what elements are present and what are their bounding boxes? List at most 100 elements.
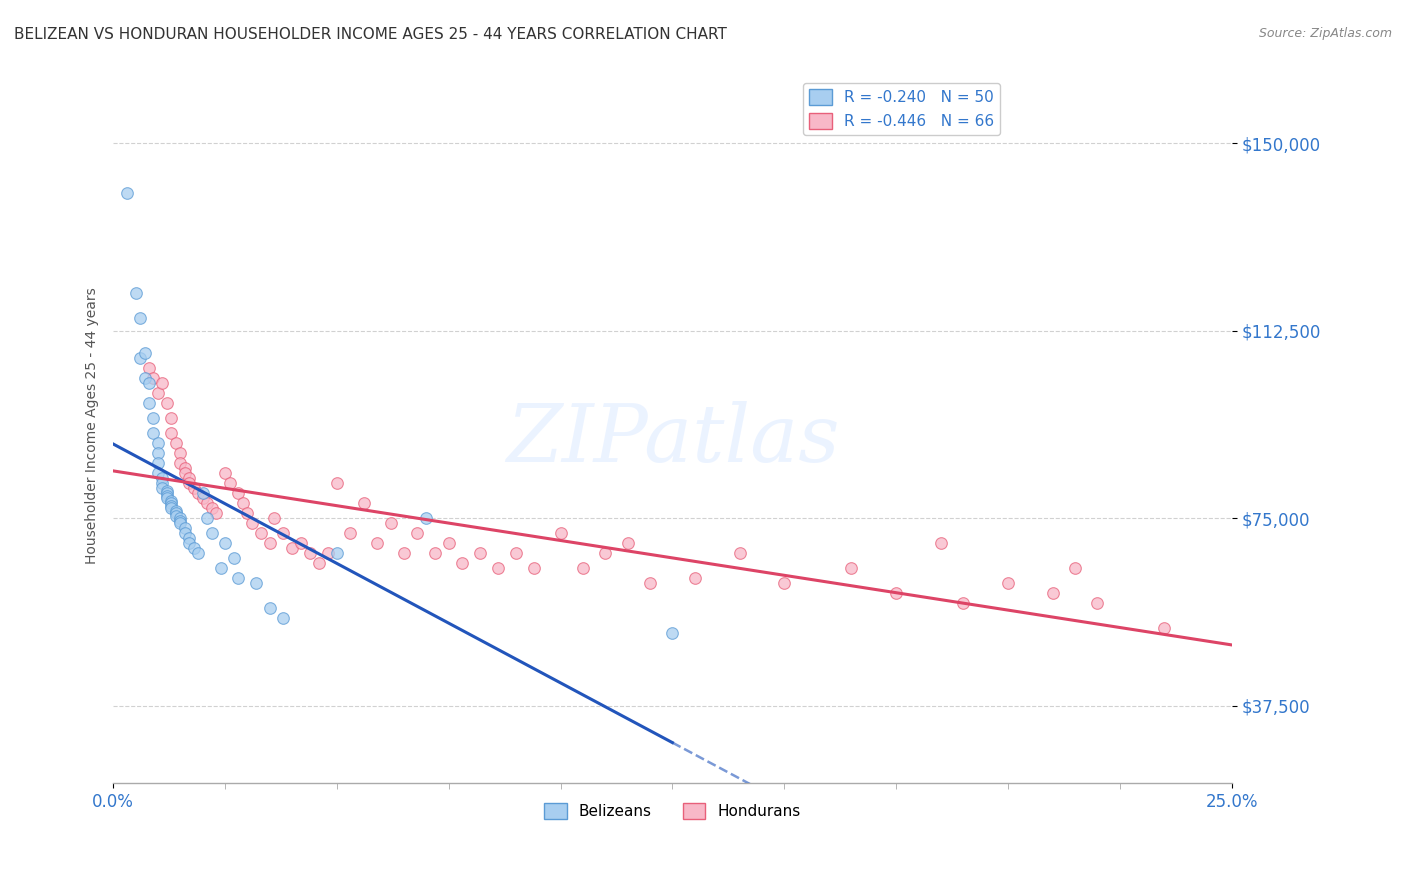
Point — [146, 467, 169, 481]
Point — [523, 561, 546, 575]
Point — [214, 467, 236, 481]
Point — [661, 626, 683, 640]
Point — [160, 496, 183, 510]
Point — [142, 426, 165, 441]
Point — [201, 526, 224, 541]
Point — [228, 486, 250, 500]
Point — [271, 611, 294, 625]
Point — [240, 516, 263, 531]
Point — [214, 536, 236, 550]
Point — [222, 551, 245, 566]
Point — [169, 456, 191, 470]
Point — [138, 376, 160, 391]
Point — [165, 504, 187, 518]
Point — [179, 536, 201, 550]
Point — [1042, 586, 1064, 600]
Point — [156, 396, 179, 410]
Text: ZIPatlas: ZIPatlas — [506, 401, 839, 479]
Point — [129, 311, 152, 326]
Point — [952, 596, 974, 610]
Point — [160, 426, 183, 441]
Text: BELIZEAN VS HONDURAN HOUSEHOLDER INCOME AGES 25 - 44 YEARS CORRELATION CHART: BELIZEAN VS HONDURAN HOUSEHOLDER INCOME … — [14, 27, 727, 42]
Point — [173, 521, 195, 535]
Point — [152, 476, 174, 491]
Point — [152, 376, 174, 391]
Point — [339, 526, 361, 541]
Point — [415, 511, 437, 525]
Point — [259, 536, 281, 550]
Point — [1153, 621, 1175, 635]
Point — [228, 571, 250, 585]
Point — [169, 511, 191, 525]
Point — [169, 516, 191, 531]
Point — [146, 436, 169, 450]
Point — [290, 536, 312, 550]
Point — [209, 561, 232, 575]
Y-axis label: Householder Income Ages 25 - 44 years: Householder Income Ages 25 - 44 years — [86, 287, 100, 564]
Point — [299, 546, 322, 560]
Point — [187, 486, 209, 500]
Point — [380, 516, 402, 531]
Point — [572, 561, 595, 575]
Point — [179, 476, 201, 491]
Point — [129, 351, 152, 366]
Point — [1087, 596, 1109, 610]
Point — [124, 286, 146, 301]
Point — [259, 601, 281, 615]
Point — [165, 508, 187, 523]
Point — [468, 546, 491, 560]
Point — [156, 486, 179, 500]
Point — [316, 546, 339, 560]
Point — [152, 481, 174, 495]
Point — [115, 186, 138, 201]
Point — [425, 546, 447, 560]
Point — [353, 496, 375, 510]
Point — [195, 511, 218, 525]
Point — [146, 456, 169, 470]
Point — [179, 531, 201, 545]
Point — [392, 546, 415, 560]
Point — [160, 501, 183, 516]
Point — [486, 561, 509, 575]
Point — [205, 506, 228, 520]
Point — [187, 546, 209, 560]
Point — [550, 526, 572, 541]
Point — [156, 491, 179, 506]
Point — [179, 471, 201, 485]
Point — [1064, 561, 1087, 575]
Point — [183, 541, 205, 556]
Point — [236, 506, 259, 520]
Point — [638, 576, 661, 591]
Point — [245, 576, 267, 591]
Point — [595, 546, 617, 560]
Point — [138, 361, 160, 376]
Point — [134, 371, 156, 385]
Point — [406, 526, 429, 541]
Point — [134, 346, 156, 360]
Point — [160, 499, 183, 513]
Point — [997, 576, 1019, 591]
Point — [250, 526, 273, 541]
Point — [616, 536, 638, 550]
Point — [201, 501, 224, 516]
Point — [437, 536, 460, 550]
Point — [152, 471, 174, 485]
Point — [146, 386, 169, 401]
Point — [232, 496, 254, 510]
Point — [326, 476, 349, 491]
Point — [326, 546, 349, 560]
Point — [142, 411, 165, 425]
Point — [191, 491, 214, 506]
Point — [160, 493, 183, 508]
Point — [281, 541, 304, 556]
Point — [169, 446, 191, 460]
Point — [191, 486, 214, 500]
Point — [683, 571, 706, 585]
Point — [183, 481, 205, 495]
Point — [929, 536, 952, 550]
Point — [173, 467, 195, 481]
Point — [451, 556, 474, 570]
Point — [138, 396, 160, 410]
Point — [884, 586, 907, 600]
Point — [146, 446, 169, 460]
